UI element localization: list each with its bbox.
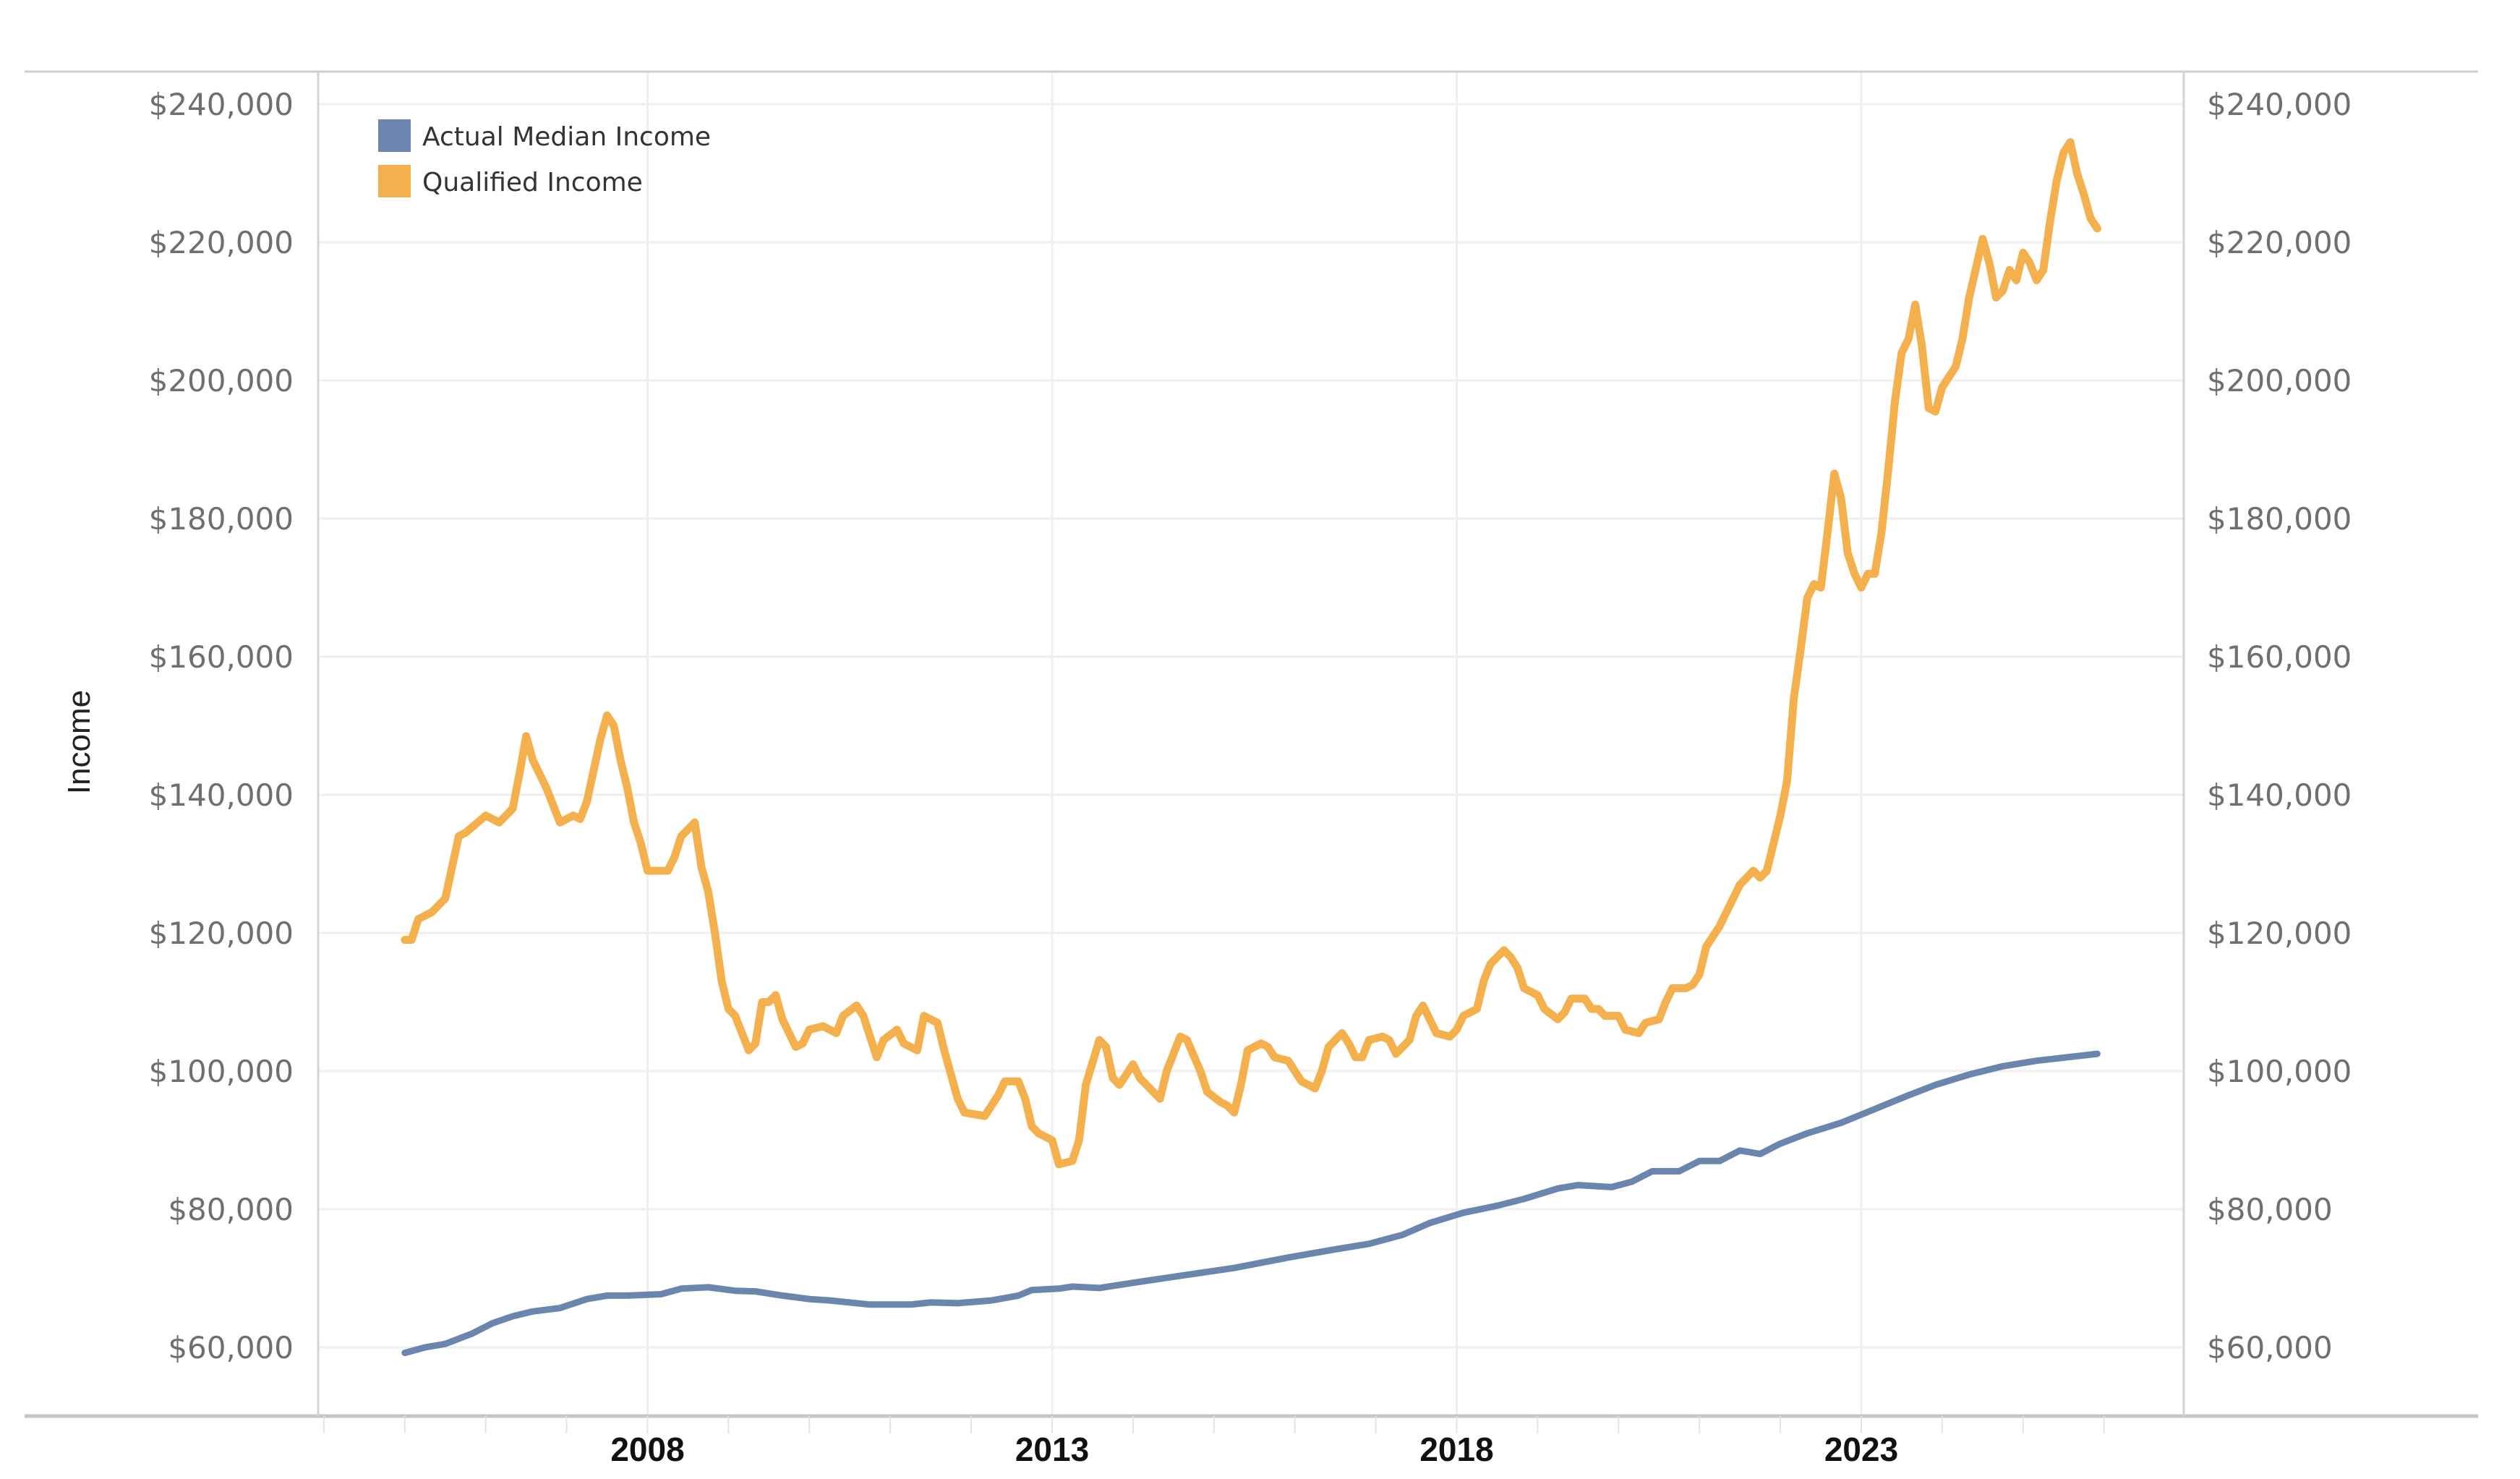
legend-swatch-qualified-income [378, 165, 411, 197]
x-tick-label: 2008 [610, 1431, 684, 1468]
y-tick-label-right: $100,000 [2207, 1054, 2352, 1089]
y-tick-label-left: $100,000 [149, 1054, 294, 1089]
series-lines [401, 138, 2101, 1357]
legend-swatch-actual-median-income [378, 119, 411, 152]
x-tick-label: 2013 [1015, 1431, 1089, 1468]
y-tick-label-left: $140,000 [149, 777, 294, 813]
axes [25, 70, 2478, 1418]
y-tick-label-left: $120,000 [149, 916, 294, 951]
y-tick-label-right: $200,000 [2207, 363, 2352, 398]
gridlines [318, 72, 2184, 1416]
y-axis-left-ticks: $60,000 $80,000 $100,000 $120,000 $140,000 $1… [149, 87, 294, 1365]
y-tick-label-right: $240,000 [2207, 87, 2352, 122]
series-line-actual-median-income [401, 1050, 2101, 1357]
x-tick-label: 2023 [1824, 1431, 1898, 1468]
x-tick-label: 2018 [1419, 1431, 1493, 1468]
y-tick-label-left: $160,000 [149, 639, 294, 675]
y-tick-label-left: $240,000 [149, 87, 294, 122]
x-axis-ticks: 2008 2013 2018 2023 [323, 1416, 2105, 1468]
y-axis-label: Income [61, 690, 97, 794]
y-tick-label-left: $80,000 [168, 1192, 294, 1227]
legend-label-qualified-income: Qualified Income [422, 168, 643, 197]
y-tick-label-left: $180,000 [149, 501, 294, 537]
y-tick-label-right: $220,000 [2207, 225, 2352, 260]
y-tick-label-left: $220,000 [149, 225, 294, 260]
y-tick-label-right: $140,000 [2207, 777, 2352, 813]
y-axis-right-ticks: $60,000 $80,000 $100,000 $120,000 $140,000 $1… [2207, 87, 2352, 1365]
y-tick-label-right: $160,000 [2207, 639, 2352, 675]
legend: Actual Median Income Qualified Income [378, 119, 711, 197]
y-tick-label-right: $120,000 [2207, 916, 2352, 951]
y-tick-label-right: $180,000 [2207, 501, 2352, 537]
series-line-qualified-income [401, 138, 2101, 1169]
y-tick-label-left: $200,000 [149, 363, 294, 398]
y-tick-label-left: $60,000 [168, 1330, 294, 1365]
y-tick-label-right: $80,000 [2207, 1192, 2333, 1227]
y-tick-label-right: $60,000 [2207, 1330, 2333, 1365]
legend-label-actual-median-income: Actual Median Income [422, 122, 711, 152]
